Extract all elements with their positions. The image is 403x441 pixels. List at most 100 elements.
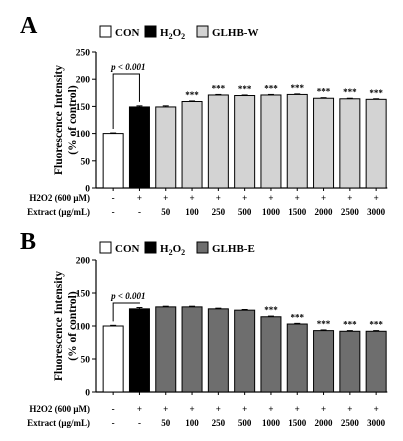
y-axis-label: Fluorescence Intensity bbox=[53, 271, 65, 381]
h2o2-indicator: + bbox=[374, 404, 379, 414]
y-tick-label: 250 bbox=[76, 49, 91, 59]
bar bbox=[234, 309, 256, 393]
h2o2-indicator: + bbox=[163, 404, 168, 414]
bar bbox=[155, 306, 177, 393]
legend-label: CON bbox=[115, 243, 140, 255]
extract-concentration-label: 3000 bbox=[367, 418, 386, 428]
bar bbox=[339, 98, 361, 189]
extract-row-label: Extract (μg/mL) bbox=[27, 207, 90, 217]
pvalue-bracket bbox=[112, 73, 140, 130]
significance-stars: *** bbox=[291, 83, 305, 93]
y-tick-label: 100 bbox=[76, 130, 91, 140]
pvalue-label: p < 0.001 bbox=[110, 62, 145, 72]
h2o2-indicator: + bbox=[321, 193, 326, 203]
extract-concentration-label: 1500 bbox=[288, 207, 307, 217]
h2o2-indicator: + bbox=[137, 193, 142, 203]
extract-concentration-label: 100 bbox=[185, 207, 199, 217]
extract-concentration-label: 1500 bbox=[288, 418, 307, 428]
y-tick-label: 50 bbox=[81, 157, 91, 167]
legend-label: H2O2 bbox=[160, 27, 185, 41]
bar bbox=[155, 106, 177, 189]
bar bbox=[207, 94, 229, 189]
bar bbox=[181, 101, 203, 189]
extract-concentration-label: 250 bbox=[212, 207, 226, 217]
legend-swatch bbox=[196, 25, 209, 38]
h2o2-indicator: + bbox=[216, 404, 221, 414]
pvalue-label: p < 0.001 bbox=[110, 291, 145, 301]
h2o2-row-label: H2O2 (600 μM) bbox=[29, 404, 90, 414]
bar bbox=[365, 98, 387, 189]
h2o2-indicator: + bbox=[137, 404, 142, 414]
bar bbox=[339, 330, 361, 393]
bar bbox=[207, 308, 229, 393]
panel-label: A bbox=[20, 13, 38, 39]
extract-concentration-label: - bbox=[138, 207, 141, 217]
h2o2-indicator: + bbox=[295, 193, 300, 203]
h2o2-indicator: + bbox=[321, 404, 326, 414]
h2o2-indicator: - bbox=[112, 193, 115, 203]
extract-concentration-label: 2000 bbox=[315, 418, 334, 428]
extract-concentration-label: 2500 bbox=[341, 207, 360, 217]
h2o2-indicator: + bbox=[189, 193, 194, 203]
significance-stars: *** bbox=[212, 83, 226, 93]
extract-concentration-label: 50 bbox=[161, 418, 171, 428]
h2o2-indicator: + bbox=[216, 193, 221, 203]
significance-stars: *** bbox=[264, 305, 278, 315]
bar bbox=[313, 97, 335, 189]
y-axis-label-unit: (% of control) bbox=[67, 85, 79, 155]
y-tick-label: 50 bbox=[81, 356, 91, 366]
significance-stars: *** bbox=[264, 83, 278, 93]
extract-concentration-label: 500 bbox=[238, 418, 252, 428]
h2o2-indicator: + bbox=[374, 193, 379, 203]
extract-concentration-label: 2500 bbox=[341, 418, 360, 428]
h2o2-indicator: + bbox=[295, 404, 300, 414]
legend-label: H2O2 bbox=[160, 243, 185, 257]
extract-concentration-label: 100 bbox=[185, 418, 199, 428]
bar bbox=[128, 308, 150, 393]
significance-stars: *** bbox=[238, 84, 252, 94]
legend-label: GLHB-E bbox=[212, 243, 255, 255]
bar bbox=[234, 95, 256, 189]
legend-swatch bbox=[99, 25, 112, 38]
extract-concentration-label: 2000 bbox=[315, 207, 334, 217]
bar bbox=[365, 330, 387, 393]
bar bbox=[286, 93, 308, 189]
h2o2-indicator: + bbox=[242, 404, 247, 414]
y-tick-label: 150 bbox=[76, 103, 91, 113]
h2o2-row-label: H2O2 (600 μM) bbox=[29, 193, 90, 203]
y-tick-label: 100 bbox=[76, 323, 91, 333]
h2o2-indicator: + bbox=[347, 404, 352, 414]
extract-concentration-label: 500 bbox=[238, 207, 252, 217]
significance-stars: *** bbox=[343, 320, 357, 330]
significance-stars: *** bbox=[185, 90, 199, 100]
extract-concentration-label: 1000 bbox=[262, 418, 281, 428]
extract-concentration-label: 1000 bbox=[262, 207, 281, 217]
significance-stars: *** bbox=[369, 88, 383, 98]
bar bbox=[102, 133, 124, 189]
extract-concentration-label: - bbox=[112, 207, 115, 217]
legend-swatch bbox=[144, 25, 157, 38]
extract-row-label: Extract (μg/mL) bbox=[27, 418, 90, 428]
extract-concentration-label: 3000 bbox=[367, 207, 386, 217]
h2o2-indicator: + bbox=[242, 193, 247, 203]
y-tick-label: 200 bbox=[76, 76, 91, 86]
bar bbox=[313, 330, 335, 393]
h2o2-indicator: + bbox=[268, 193, 273, 203]
extract-concentration-label: 250 bbox=[212, 418, 226, 428]
h2o2-indicator: + bbox=[163, 193, 168, 203]
significance-stars: *** bbox=[343, 87, 357, 97]
significance-stars: *** bbox=[317, 87, 331, 97]
h2o2-indicator: + bbox=[347, 193, 352, 203]
h2o2-indicator: + bbox=[189, 404, 194, 414]
legend-swatch bbox=[196, 241, 209, 254]
bar bbox=[260, 316, 282, 393]
significance-stars: *** bbox=[317, 319, 331, 329]
pvalue-bracket bbox=[112, 302, 140, 322]
y-axis-label-unit: (% of control) bbox=[67, 291, 79, 361]
h2o2-indicator: + bbox=[268, 404, 273, 414]
bar bbox=[128, 106, 150, 189]
panel-label: B bbox=[20, 229, 36, 255]
legend-label: CON bbox=[115, 27, 140, 39]
h2o2-indicator: - bbox=[112, 404, 115, 414]
